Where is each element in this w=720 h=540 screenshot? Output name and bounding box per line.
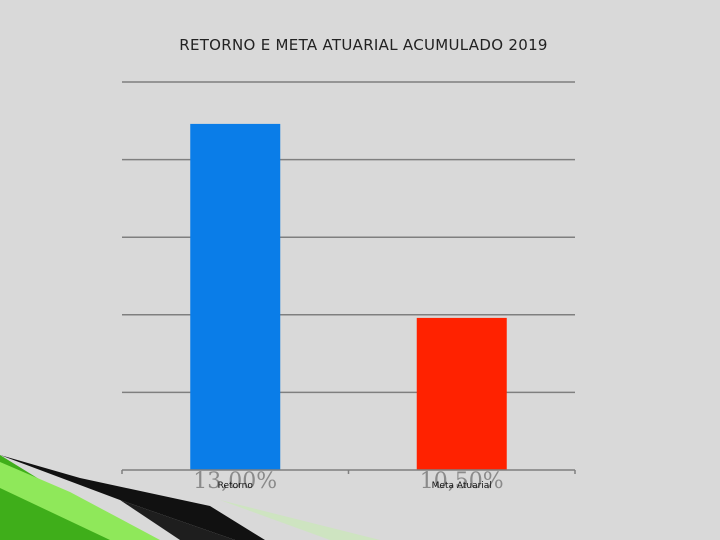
corner-swoosh-decoration (0, 455, 380, 540)
bar-meta-atuarial (416, 317, 507, 470)
bar-retorno (190, 123, 281, 471)
labels: 13,00%Retorno 10,50%Meta Atuarial (193, 469, 503, 494)
x-tick-label: Retorno (218, 481, 254, 491)
bars (190, 123, 507, 471)
chart-title: RETORNO E META ATUARIAL ACUMULADO 2019 (179, 36, 548, 54)
x-tick-label: Meta Atuarial (432, 481, 492, 491)
data-label: 10,50% (420, 469, 504, 494)
gridlines (122, 81, 575, 394)
data-label: 13,00% (193, 469, 277, 494)
x-axis (121, 469, 576, 474)
